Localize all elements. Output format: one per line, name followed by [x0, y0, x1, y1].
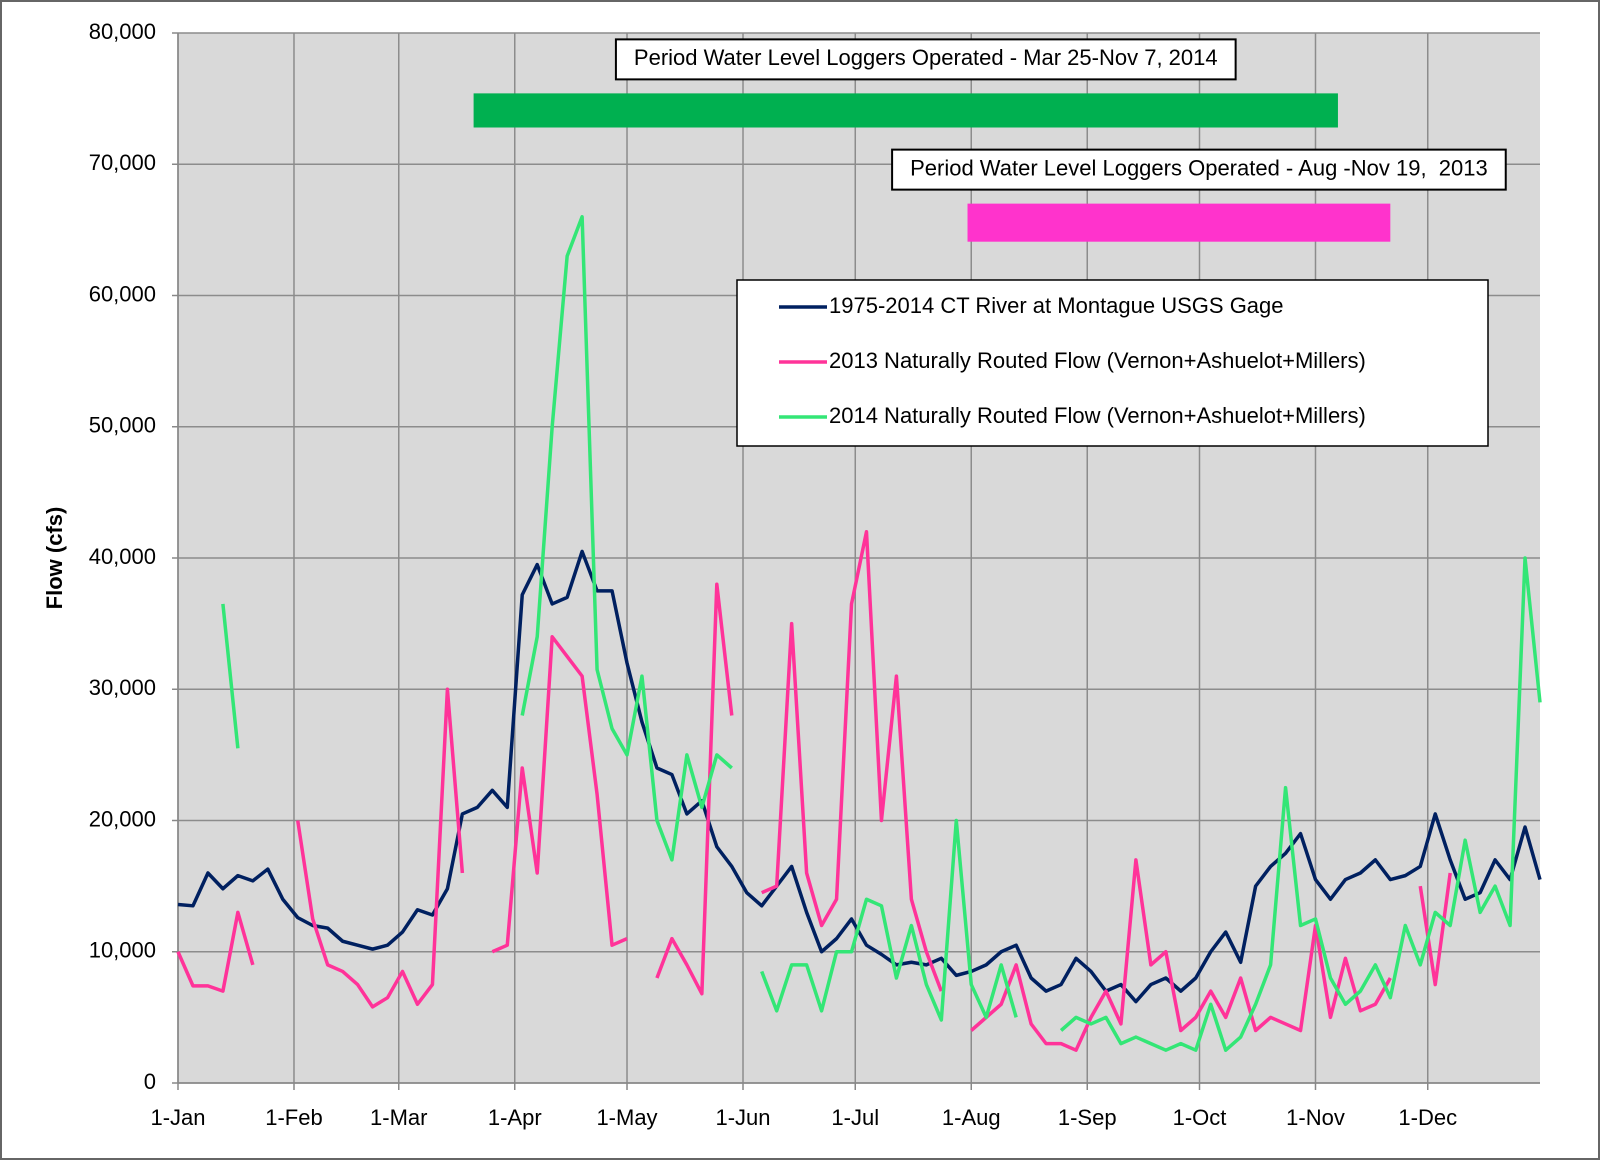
series-line: [221, 603, 240, 749]
y-tick-label: 60,000: [89, 281, 156, 306]
y-tick-label: 50,000: [89, 413, 156, 438]
series-line: [970, 858, 1392, 1052]
x-tick-label: 1-Aug: [942, 1105, 1001, 1130]
series-line: [177, 549, 1542, 1004]
y-tick-label: 30,000: [89, 675, 156, 700]
period-bar: [473, 93, 1338, 128]
y-axis-label: Flow (cfs): [42, 507, 67, 610]
series-line: [760, 818, 1018, 1022]
y-tick-label: 0: [144, 1069, 156, 1094]
y-tick-label: 20,000: [89, 806, 156, 831]
x-tick-label: 1-May: [596, 1105, 657, 1130]
series-line: [520, 215, 733, 862]
series-line: [296, 687, 465, 1009]
y-tick-label: 80,000: [89, 19, 156, 44]
annotation-box: [891, 148, 1507, 191]
legend-box: [736, 279, 1489, 447]
x-tick-label: 1-Oct: [1173, 1105, 1227, 1130]
series-line: [1418, 872, 1452, 987]
series-line: [491, 635, 628, 954]
legend-label: 1975-2014 CT River at Montague USGS Gage: [829, 293, 1284, 318]
series-line: [761, 530, 943, 992]
period-bar: [967, 203, 1391, 242]
legend-label: 2013 Naturally Routed Flow (Vernon+Ashue…: [829, 348, 1366, 373]
annotation-box: [614, 38, 1237, 81]
x-tick-label: 1-Jan: [150, 1105, 205, 1130]
series-line: [176, 910, 255, 993]
series-line: [1059, 556, 1542, 1052]
x-tick-label: 1-Jul: [831, 1105, 879, 1130]
x-tick-label: 1-Dec: [1398, 1105, 1457, 1130]
x-tick-label: 1-Nov: [1286, 1105, 1345, 1130]
annotation-label: Period Water Level Loggers Operated - Ma…: [634, 45, 1218, 70]
y-tick-label: 40,000: [89, 544, 156, 569]
series-line: [655, 582, 734, 996]
legend-label: 2014 Naturally Routed Flow (Vernon+Ashue…: [829, 403, 1366, 428]
x-tick-label: 1-Sep: [1058, 1105, 1117, 1130]
x-tick-label: 1-Apr: [488, 1105, 542, 1130]
annotation-label: Period Water Level Loggers Operated - Au…: [910, 155, 1488, 180]
x-tick-label: 1-Jun: [715, 1105, 770, 1130]
x-tick-label: 1-Mar: [370, 1105, 427, 1130]
y-tick-label: 70,000: [89, 150, 156, 175]
x-tick-label: 1-Feb: [265, 1105, 322, 1130]
y-tick-label: 10,000: [89, 938, 156, 963]
